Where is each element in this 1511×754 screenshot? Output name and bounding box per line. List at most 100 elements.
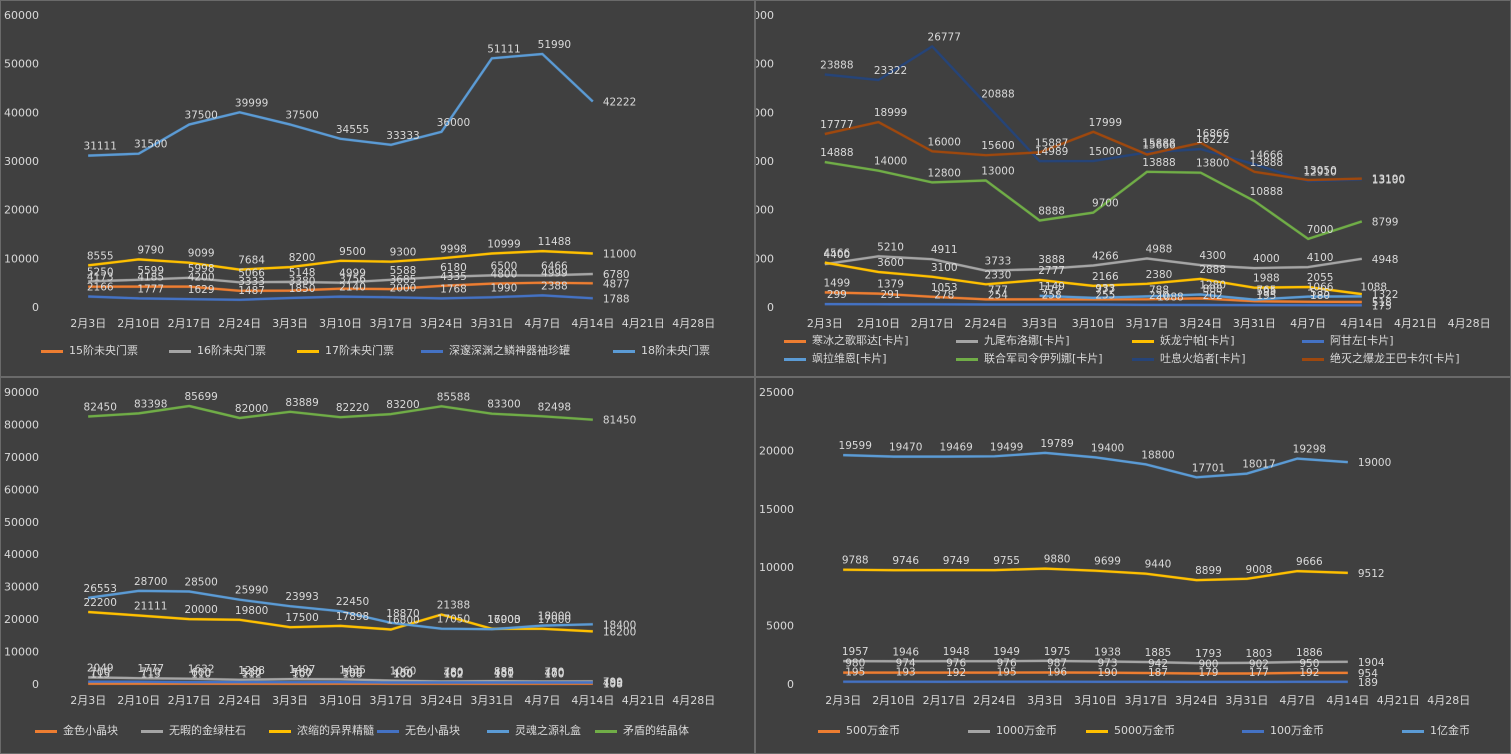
series-line (843, 659, 1348, 665)
legend-label: 浓缩的异界精髓 (297, 724, 374, 737)
data-label: 17898 (336, 611, 369, 623)
legend-swatch (818, 729, 840, 733)
legend-label: 5000万金币 (1114, 724, 1175, 737)
data-label: 8799 (1372, 216, 1399, 228)
data-label: 220 (1149, 290, 1169, 302)
data-label: 36000 (437, 117, 470, 129)
legend-swatch (956, 339, 978, 343)
legend-item: 17阶未央门票 (297, 342, 394, 358)
data-label: 17050 (437, 614, 470, 626)
line-chart-svg: 0 10000 20000 30000 40000 50000 60000 70000 8000… (4, 386, 715, 707)
series-line (824, 261, 1362, 296)
series-line (88, 294, 593, 301)
data-label: 110 (191, 669, 211, 681)
data-label: 16866 (1196, 128, 1230, 140)
data-label: 976 (997, 658, 1017, 670)
x-tick-label: 3月24日 (1175, 694, 1218, 707)
series-line (88, 589, 593, 631)
data-label: 1946 (892, 646, 919, 658)
data-label: 3685 (390, 274, 417, 286)
data-label: 195 (997, 667, 1017, 679)
data-label: 710 (141, 667, 161, 679)
x-tick-label: 3月17日 (1126, 317, 1169, 330)
x-tick-label: 3月3日 (272, 694, 308, 707)
data-label: 9700 (1092, 198, 1119, 210)
data-label: 108 (343, 669, 363, 681)
data-label: 3100 (931, 262, 958, 274)
legend-label: 17阶未央门票 (325, 344, 394, 357)
x-tick-label: 4月7日 (524, 694, 560, 707)
data-label: 82498 (538, 401, 571, 413)
data-label: 16000 (928, 136, 961, 148)
data-label: 108 (603, 679, 623, 691)
data-label: 82000 (235, 403, 268, 415)
line-chart-svg: 0 10000 20000 30000 40000 50000 60000 2月3日 2月10日… (4, 9, 715, 330)
series-line (843, 567, 1348, 582)
legend-label: 100万金币 (1270, 724, 1324, 737)
data-label: 18870 (386, 608, 419, 620)
data-label: 19599 (839, 440, 872, 452)
x-tick-label: 3月24日 (420, 317, 463, 330)
data-label: 13888 (1250, 157, 1283, 169)
x-tick-label: 3月3日 (1027, 694, 1063, 707)
data-label: 777 (1042, 284, 1062, 296)
y-tick-label: 15000 (756, 155, 774, 168)
series-line (88, 52, 594, 157)
data-label: 1957 (842, 646, 869, 658)
data-label: 31500 (134, 139, 167, 151)
data-label: 85588 (437, 391, 470, 403)
x-tick-label: 2月24日 (218, 694, 261, 707)
data-label: 5250 (87, 266, 114, 278)
y-tick-label: 10000 (4, 252, 39, 265)
data-label: 17500 (285, 612, 318, 624)
data-label: 4400 (823, 249, 850, 261)
x-tick-label: 3月31日 (1233, 317, 1276, 330)
legend-swatch (1402, 729, 1424, 733)
x-tick-label: 3月10日 (1074, 694, 1117, 707)
data-label: 102 (443, 669, 463, 681)
data-label: 4800 (491, 269, 518, 281)
data-label: 799 (603, 676, 623, 688)
data-label: 19789 (1040, 438, 1073, 450)
legend-swatch (613, 349, 635, 353)
data-label: 31111 (84, 141, 117, 153)
y-tick-label: 30000 (756, 9, 774, 22)
data-label: 2380 (1146, 269, 1173, 281)
y-tick-label: 5000 (756, 252, 774, 265)
data-label: 19469 (939, 442, 972, 454)
data-label: 1060 (390, 666, 417, 678)
data-label: 450 (393, 668, 413, 680)
data-label: 18800 (1141, 449, 1174, 461)
x-tick-label: 2月17日 (911, 317, 954, 330)
data-label: 83398 (134, 398, 167, 410)
legend-item: 阿甘左[卡片] (1302, 332, 1394, 348)
x-tick-label: 2月24日 (964, 317, 1007, 330)
data-label: 254 (988, 290, 1008, 302)
data-label: 8888 (1038, 205, 1065, 217)
data-label: 1886 (1296, 647, 1323, 659)
x-tick-label: 4月14日 (571, 694, 614, 707)
data-label: 255 (1095, 290, 1115, 302)
x-tick-label: 3月10日 (1072, 317, 1115, 330)
data-label: 3380 (289, 276, 316, 288)
legend-item: 灵魂之源礼盒 (487, 722, 581, 738)
legend-swatch (1302, 357, 1324, 361)
data-label: 2777 (1038, 265, 1065, 277)
data-label: 23888 (820, 59, 853, 71)
data-label: 900 (1198, 658, 1218, 670)
data-label: 7000 (1307, 224, 1334, 236)
data-label: 258 (1042, 289, 1062, 301)
data-label: 85699 (184, 391, 217, 403)
legend-item: 1亿金币 (1402, 722, 1470, 738)
x-tick-label: 2月10日 (117, 317, 160, 330)
x-tick-label: 3月31日 (470, 694, 513, 707)
data-label: 4335 (440, 271, 467, 283)
data-label: 13800 (1196, 158, 1229, 170)
y-tick-label: 40000 (4, 548, 39, 561)
data-label: 113 (141, 669, 161, 681)
legend-item: 深邃深渊之鳞神器袖珍罐 (421, 342, 570, 358)
data-label: 4948 (1372, 254, 1399, 266)
data-label: 82450 (84, 401, 117, 413)
data-label: 51990 (538, 39, 571, 51)
